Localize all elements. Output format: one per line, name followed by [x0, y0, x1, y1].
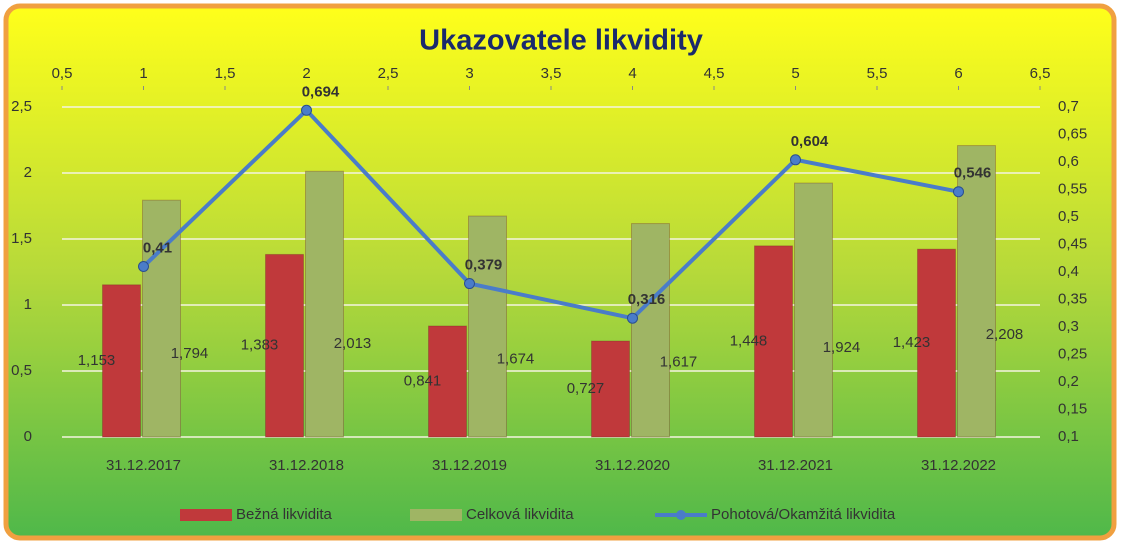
- x2-tick-label: 3: [465, 65, 473, 82]
- y-tick-label: 0,5: [11, 362, 32, 379]
- line-point: [464, 278, 475, 290]
- x-tick-label: 31.12.2017: [106, 457, 181, 474]
- y2-tick-label: 0,4: [1058, 263, 1079, 280]
- x-tick-label: 31.12.2020: [595, 457, 670, 474]
- bar: [794, 182, 833, 438]
- data-label: 1,448: [730, 332, 768, 349]
- y2-tick-label: 0,45: [1058, 235, 1087, 252]
- data-label: 1,794: [171, 345, 209, 362]
- bar: [305, 170, 344, 438]
- legend-swatch: [410, 509, 462, 521]
- legend-swatch: [676, 510, 686, 520]
- legend-swatch: [180, 509, 232, 521]
- y2-tick-label: 0,55: [1058, 180, 1087, 197]
- data-label: 2,013: [334, 335, 372, 352]
- data-label: 0,316: [628, 291, 666, 308]
- bar: [265, 253, 304, 438]
- legend-label: Bežná likvidita: [236, 506, 333, 523]
- x2-tick-label: 4: [628, 65, 636, 82]
- data-label: 0,379: [465, 257, 503, 274]
- line-point: [790, 154, 801, 166]
- y-tick-label: 2,5: [11, 98, 32, 115]
- line-point: [627, 312, 638, 324]
- data-label: 0,727: [567, 380, 605, 397]
- x2-tick-label: 3,5: [541, 65, 562, 82]
- y2-tick-label: 0,35: [1058, 290, 1087, 307]
- data-label: 0,41: [143, 239, 172, 256]
- data-label: 1,924: [823, 339, 861, 356]
- x2-tick-label: 1,5: [215, 65, 236, 82]
- x2-tick-label: 5,5: [867, 65, 888, 82]
- bar: [631, 223, 670, 438]
- x2-tick-label: 1: [139, 65, 147, 82]
- y2-tick-label: 0,25: [1058, 345, 1087, 362]
- y2-tick-label: 0,65: [1058, 125, 1087, 142]
- bar: [428, 325, 467, 438]
- y2-tick-label: 0,15: [1058, 400, 1087, 417]
- y2-tick-label: 0,1: [1058, 428, 1079, 445]
- bar: [591, 340, 630, 438]
- data-label: 0,546: [954, 165, 992, 182]
- bar: [957, 145, 996, 438]
- y2-tick-label: 0,3: [1058, 318, 1079, 335]
- x-tick-label: 31.12.2018: [269, 457, 344, 474]
- legend-label: Celková likvidita: [466, 506, 574, 523]
- bar: [917, 248, 956, 438]
- x2-tick-label: 5: [791, 65, 799, 82]
- x-tick-label: 31.12.2019: [432, 457, 507, 474]
- y2-tick-label: 0,7: [1058, 98, 1079, 115]
- line-point: [138, 261, 149, 272]
- y2-tick-label: 0,5: [1058, 208, 1079, 225]
- data-label: 0,694: [302, 83, 340, 100]
- y-tick-label: 1: [24, 296, 32, 313]
- y-tick-label: 1,5: [11, 230, 32, 247]
- y-tick-label: 0: [24, 428, 32, 445]
- data-label: 1,153: [78, 352, 116, 369]
- line: [142, 107, 959, 321]
- line-point: [301, 104, 312, 116]
- x2-tick-label: 6: [954, 65, 962, 82]
- x2-tick-label: 2: [302, 65, 310, 82]
- x2-tick-label: 6,5: [1030, 65, 1051, 82]
- data-label: 1,617: [660, 353, 698, 370]
- x2-tick-label: 2,5: [378, 65, 399, 82]
- data-label: 1,383: [241, 337, 279, 354]
- x2-tick-label: 4,5: [704, 65, 725, 82]
- data-label: 1,674: [497, 351, 535, 368]
- x-tick-label: 31.12.2022: [921, 457, 996, 474]
- bar: [754, 245, 793, 438]
- legend-label: Pohotová/Okamžitá likvidita: [711, 506, 896, 523]
- line-point: [953, 186, 964, 198]
- chart-title: Ukazovatele likvidity: [419, 25, 703, 57]
- y2-tick-label: 0,6: [1058, 153, 1079, 170]
- data-label: 1,423: [893, 334, 931, 351]
- x-tick-label: 31.12.2021: [758, 457, 833, 474]
- data-label: 2,208: [986, 326, 1024, 343]
- data-label: 0,841: [404, 372, 442, 389]
- y-tick-label: 2: [24, 164, 32, 181]
- bar: [102, 284, 141, 438]
- x2-tick-label: 0,5: [52, 65, 73, 82]
- y2-tick-label: 0,2: [1058, 373, 1079, 390]
- data-label: 0,604: [791, 133, 829, 150]
- bar: [468, 215, 507, 438]
